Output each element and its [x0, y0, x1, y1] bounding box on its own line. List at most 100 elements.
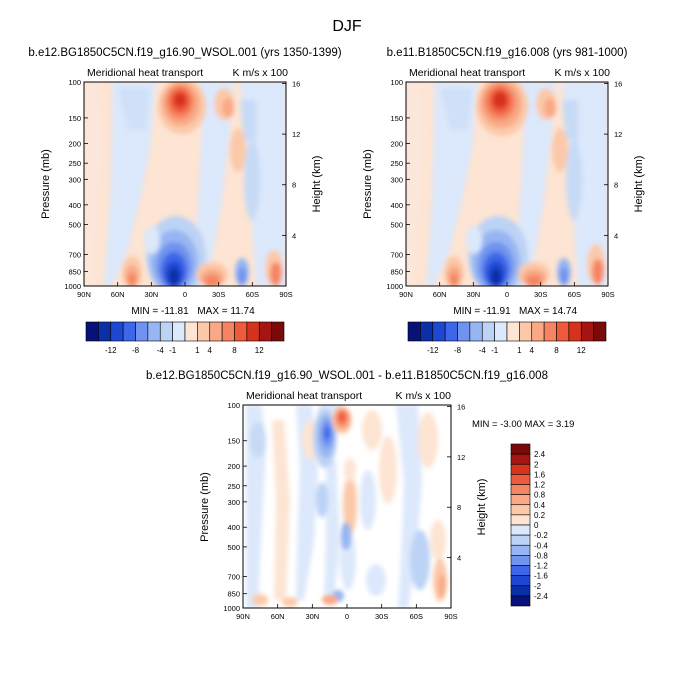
- colorbar-label: -8: [454, 346, 462, 355]
- colorbar-label: -1.2: [534, 562, 548, 571]
- panel-3-ytick-label: 200: [227, 462, 240, 471]
- colorbar-swatch: [85, 321, 99, 342]
- panel-2-field: [406, 82, 608, 286]
- colorbar-swatch: [510, 585, 531, 597]
- colorbar-label: 0.2: [534, 511, 546, 520]
- colorbar-label: -1: [491, 346, 499, 355]
- panel-1: b.e12.BG1850C5CN.f19_g16.90_WSOL.001 (yr…: [28, 47, 341, 317]
- panel-3-ytick-label: 1000: [223, 604, 240, 613]
- panel-3-ytick-label: 850: [227, 590, 240, 599]
- panel-2-ytick-label: 400: [390, 201, 403, 210]
- panel-3-ytick-label: 400: [227, 523, 240, 532]
- panel-1-xtick-label: 90S: [279, 290, 292, 299]
- panel-3: b.e12.BG1850C5CN.f19_g16.90_WSOL.001 - b…: [146, 370, 574, 621]
- panel-1-ytick-label: 500: [68, 221, 81, 230]
- panel-2-units: K m/s x 100: [555, 67, 611, 79]
- panel-2-ytick-label: 200: [390, 139, 403, 148]
- panel-3-xtick-label: 60N: [271, 612, 285, 621]
- colorbar-label: 1: [195, 346, 200, 355]
- colorbar-swatch: [469, 321, 483, 342]
- colorbar-swatch: [510, 453, 531, 465]
- panel-3-units: K m/s x 100: [396, 390, 452, 402]
- colorbar-swatch: [510, 565, 531, 576]
- colorbar-swatch: [147, 321, 161, 342]
- colorbar-swatch: [420, 321, 434, 342]
- panel-1-xtick-label: 60N: [111, 290, 125, 299]
- colorbar-swatch: [580, 321, 594, 342]
- panel-3-xtick-label: 60S: [410, 612, 423, 621]
- colorbar-swatch: [510, 575, 531, 587]
- colorbar-label: 12: [577, 346, 586, 355]
- panel-2-xtick-label: 90S: [601, 290, 614, 299]
- colorbar-label: 0: [534, 521, 539, 530]
- colorbar-swatch: [506, 321, 520, 342]
- panel-1-ytick-right-label: 8: [292, 181, 296, 190]
- panel-1-xtick-label: 0: [183, 290, 187, 299]
- panel-2: b.e11.B1850C5CN.f19_g16.008 (yrs 981-100…: [362, 47, 645, 317]
- colorbar-swatch: [510, 534, 531, 546]
- colorbar-label: -2.4: [534, 592, 548, 601]
- colorbar-swatch: [510, 484, 531, 495]
- panel-3-ytick-label: 500: [227, 543, 240, 552]
- panel-3-title: b.e12.BG1850C5CN.f19_g16.90_WSOL.001 - b…: [146, 370, 548, 382]
- panel-1-ytick-label: 150: [68, 114, 81, 123]
- panel-3-xtick-label: 30S: [375, 612, 388, 621]
- panel-3-left-label: Meridional heat transport: [246, 390, 362, 402]
- panel-2-ytick-label: 300: [390, 175, 403, 184]
- panel-1-title: b.e12.BG1850C5CN.f19_g16.90_WSOL.001 (yr…: [28, 47, 341, 59]
- panel-3-field: [243, 405, 451, 608]
- colorbar-label: -4: [157, 346, 165, 355]
- page-title: DJF: [332, 18, 362, 35]
- panel-1-ytick-right-label: 12: [292, 130, 300, 139]
- panel-2-ytick-label: 700: [390, 250, 403, 259]
- panel-1-xtick-label: 30S: [212, 290, 225, 299]
- panel-1-ytick-label: 250: [68, 159, 81, 168]
- panel-2-ytick-label: 1000: [386, 282, 403, 291]
- colorbar-label: 12: [255, 346, 264, 355]
- panel-1-ytick-label: 850: [68, 268, 81, 277]
- panel-2-xtick-label: 0: [505, 290, 509, 299]
- panel-3-xtick-label: 90S: [444, 612, 457, 621]
- panel-2-ytick-right-label: 8: [614, 181, 618, 190]
- panel-2-ylabel: Pressure (mb): [362, 149, 374, 219]
- panel-1-xtick-label: 30N: [144, 290, 158, 299]
- colorbar-label: 2.4: [534, 450, 546, 459]
- colorbar-panel-1: -12 -8 -4 -1 1 4 8 12: [85, 321, 285, 355]
- panel-1-ytick-right-label: 4: [292, 231, 296, 240]
- panel-1-min: MIN = -11.81: [131, 306, 189, 317]
- panel-2-ytick-label: 100: [390, 78, 403, 87]
- panel-2-ytick-label: 850: [390, 268, 403, 277]
- colorbar-label: -12: [427, 346, 439, 355]
- colorbar-label: -0.8: [534, 551, 548, 560]
- panel-3-xtick-label: 0: [345, 612, 349, 621]
- colorbar-swatch: [531, 321, 545, 342]
- panel-1-ytick-label: 400: [68, 201, 81, 210]
- colorbar-swatch: [98, 321, 112, 342]
- colorbar-swatch: [432, 321, 446, 342]
- colorbar-label: 1.2: [534, 481, 546, 490]
- panel-2-left-label: Meridional heat transport: [409, 67, 525, 79]
- colorbar-swatch: [209, 321, 223, 342]
- colorbar-label: 8: [232, 346, 237, 355]
- panel-2-max: MAX = 14.74: [519, 306, 578, 317]
- panel-3-ytick-label: 700: [227, 573, 240, 582]
- colorbar-swatch: [258, 321, 272, 342]
- colorbar-swatch: [122, 321, 136, 342]
- panel-1-ylabel-right: Height (km): [311, 156, 323, 213]
- colorbar-label: -1: [169, 346, 177, 355]
- colorbar-label: -4: [479, 346, 487, 355]
- colorbar-swatch: [197, 321, 211, 342]
- colorbar-swatch: [519, 321, 533, 342]
- colorbar-label: -0.2: [534, 531, 548, 540]
- colorbar-label: 1.6: [534, 470, 546, 479]
- panel-1-left-label: Meridional heat transport: [87, 67, 203, 79]
- colorbar-swatch: [593, 321, 607, 342]
- panel-2-min: MIN = -11.91: [453, 306, 511, 317]
- colorbar-swatch: [510, 514, 531, 526]
- colorbar-swatch: [407, 321, 421, 342]
- panel-1-ytick-label: 700: [68, 250, 81, 259]
- colorbar-label: -12: [105, 346, 117, 355]
- panel-2-ytick-right-label: 16: [614, 79, 622, 88]
- panel-2-ytick-right-label: 12: [614, 130, 622, 139]
